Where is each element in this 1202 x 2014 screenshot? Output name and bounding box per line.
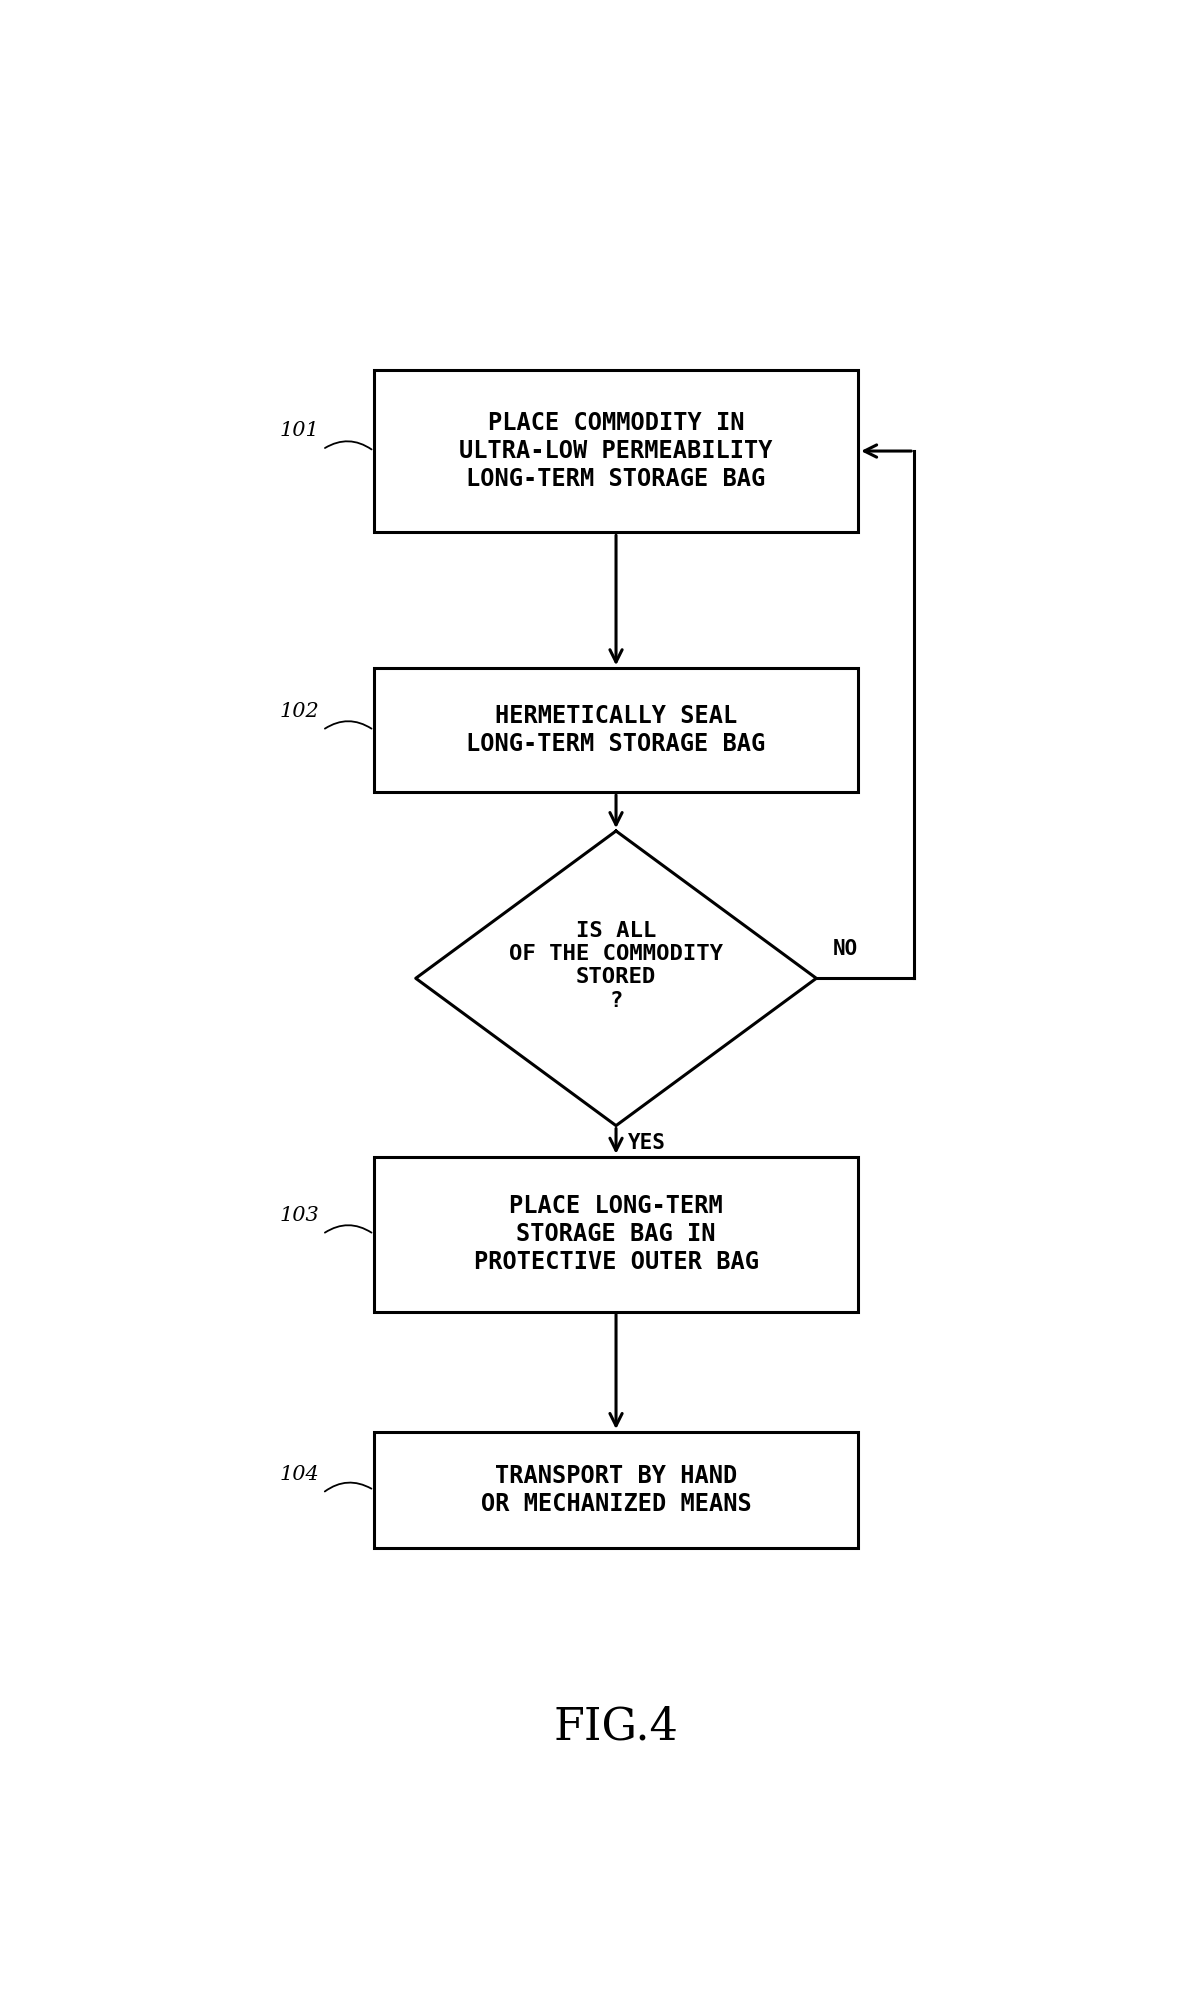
Text: FIG.4: FIG.4 — [554, 1706, 678, 1748]
Bar — [374, 371, 858, 532]
Text: YES: YES — [629, 1134, 666, 1154]
Text: PLACE LONG-TERM
STORAGE BAG IN
PROTECTIVE OUTER BAG: PLACE LONG-TERM STORAGE BAG IN PROTECTIV… — [474, 1194, 758, 1275]
Bar — [374, 669, 858, 792]
Text: IS ALL
OF THE COMMODITY
STORED
?: IS ALL OF THE COMMODITY STORED ? — [508, 920, 724, 1011]
Text: 101: 101 — [279, 421, 320, 441]
Bar — [374, 1432, 858, 1549]
Text: NO: NO — [833, 939, 858, 959]
Text: 103: 103 — [279, 1206, 320, 1225]
Bar — [374, 1156, 858, 1311]
Text: 102: 102 — [279, 703, 320, 721]
Text: HERMETICALLY SEAL
LONG-TERM STORAGE BAG: HERMETICALLY SEAL LONG-TERM STORAGE BAG — [466, 705, 766, 755]
Text: TRANSPORT BY HAND
OR MECHANIZED MEANS: TRANSPORT BY HAND OR MECHANIZED MEANS — [481, 1464, 751, 1517]
Text: PLACE COMMODITY IN
ULTRA-LOW PERMEABILITY
LONG-TERM STORAGE BAG: PLACE COMMODITY IN ULTRA-LOW PERMEABILIT… — [459, 411, 773, 491]
Text: 104: 104 — [279, 1464, 320, 1484]
